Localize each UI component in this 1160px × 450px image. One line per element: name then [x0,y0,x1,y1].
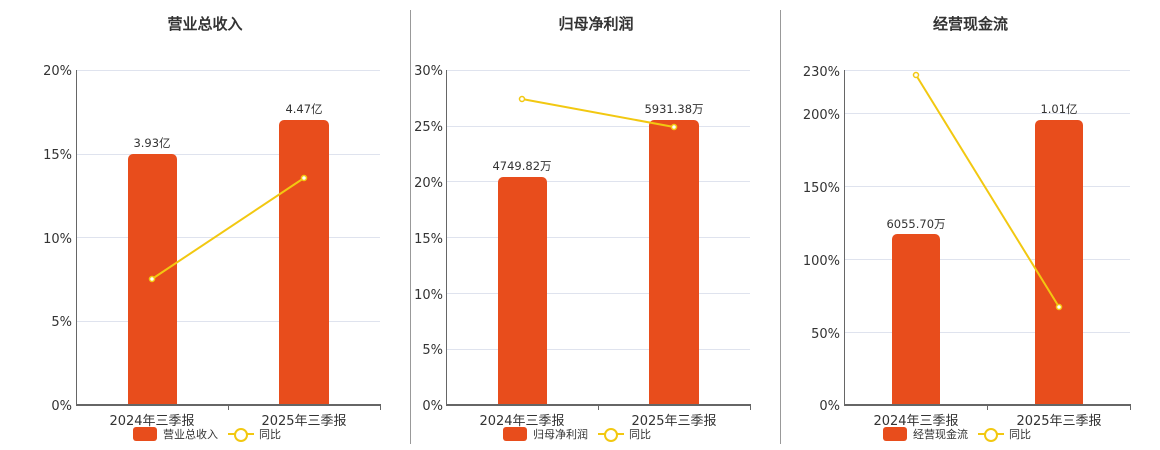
chart-panel-operating-cash-flow: 经营现金流 0% 50% 100% 150% 200% 230% 6055.70… [781,0,1160,450]
y-tick: 15% [43,148,72,163]
bar-2024[interactable] [498,177,547,405]
x-tick: 2024年三季报 [873,414,958,429]
legend-bar-swatch[interactable] [133,427,157,441]
bar-labels: 4749.82万 5931.38万 [492,102,703,173]
chart-panel-revenue: 营业总收入 0% 5% 10% 15% 20% 3.93亿 4.47亿 [0,0,410,450]
y-tick: 20% [414,176,443,191]
bar-value-label: 4.47亿 [285,102,322,116]
x-tick: 2024年三季报 [109,414,194,429]
bar-2024[interactable] [892,234,940,405]
chart-title: 经营现金流 [932,15,1008,33]
gridlines [845,70,1130,333]
legend-line-swatch[interactable] [598,427,624,442]
gridlines [77,70,380,322]
bar-labels: 3.93亿 4.47亿 [133,102,322,150]
yoy-line [912,71,1063,311]
y-tick: 0% [819,399,840,414]
legend: 营业总收入 同比 [133,426,281,442]
legend-line-label[interactable]: 同比 [1009,428,1031,441]
panel-divider [780,10,781,444]
legend-bar-swatch[interactable] [503,427,527,441]
legend-bar-swatch[interactable] [883,427,907,441]
y-axis-labels: 0% 5% 10% 15% 20% [43,64,72,414]
x-tick: 2024年三季报 [479,414,564,429]
bars [128,120,329,405]
bar-2025[interactable] [1035,120,1083,405]
bar-2025[interactable] [279,120,329,405]
yoy-point[interactable] [518,95,526,103]
bar-value-label: 1.01亿 [1040,102,1077,116]
y-tick: 0% [51,399,72,414]
x-tick: 2025年三季报 [1016,414,1101,429]
yoy-point[interactable] [300,174,308,182]
y-tick: 25% [414,120,443,135]
y-tick: 5% [51,315,72,330]
axes [844,70,1131,410]
bar-value-label: 5931.38万 [644,102,703,116]
y-tick: 230% [803,65,840,80]
yoy-line [518,95,678,131]
y-tick: 15% [414,232,443,247]
y-tick: 200% [803,108,840,123]
x-axis-labels: 2024年三季报 2025年三季报 [109,414,346,429]
chart-title: 归母净利润 [558,15,634,33]
chart-title: 营业总收入 [167,15,243,33]
bar-value-label: 3.93亿 [133,136,170,150]
yoy-line [148,174,308,283]
y-tick: 30% [414,64,443,79]
chart-panel-net-profit: 归母净利润 0% 5% 10% 15% 20% 25% 30% 4749.82万… [411,0,781,450]
y-tick: 100% [803,254,840,269]
legend-line-label[interactable]: 同比 [259,428,281,441]
panel-divider [410,10,411,444]
bars [498,120,699,405]
legend-line-label[interactable]: 同比 [629,428,651,441]
legend-bar-label[interactable]: 营业总收入 [163,428,218,441]
y-axis-labels: 0% 50% 100% 150% 200% 230% [803,65,840,414]
legend-line-swatch[interactable] [978,427,1004,442]
chart-canvas: 0% 5% 10% 15% 20% 3.93亿 4.47亿 2024年三季报 [43,64,381,429]
yoy-point[interactable] [148,275,156,283]
axes [76,70,381,410]
chart-canvas: 0% 50% 100% 150% 200% 230% 6055.70万 1.01… [803,65,1131,429]
bars [892,120,1083,405]
y-tick: 20% [43,64,72,79]
yoy-point[interactable] [670,123,678,131]
y-tick: 150% [803,181,840,196]
y-tick: 10% [414,288,443,303]
legend-bar-label[interactable]: 经营现金流 [913,428,968,441]
x-tick: 2025年三季报 [631,414,716,429]
legend: 经营现金流 同比 [883,426,1031,442]
bar-labels: 6055.70万 1.01亿 [886,102,1077,231]
x-tick: 2025年三季报 [261,414,346,429]
y-tick: 5% [422,343,443,358]
legend: 归母净利润 同比 [503,426,651,442]
axes [446,70,751,410]
legend-line-swatch[interactable] [228,427,254,442]
chart-canvas: 0% 5% 10% 15% 20% 25% 30% 4749.82万 5931.… [414,64,751,429]
legend-bar-label[interactable]: 归母净利润 [533,428,588,441]
y-tick: 0% [422,399,443,414]
bar-value-label: 6055.70万 [886,217,945,231]
bar-value-label: 4749.82万 [492,159,551,173]
yoy-point[interactable] [912,71,920,79]
bar-2025[interactable] [649,120,699,405]
gridlines [446,70,750,350]
y-tick: 10% [43,232,72,247]
x-axis-labels: 2024年三季报 2025年三季报 [479,414,716,429]
y-axis-labels: 0% 5% 10% 15% 20% 25% 30% [414,64,443,414]
yoy-point[interactable] [1055,303,1063,311]
y-tick: 50% [811,327,840,342]
x-axis-labels: 2024年三季报 2025年三季报 [873,414,1101,429]
